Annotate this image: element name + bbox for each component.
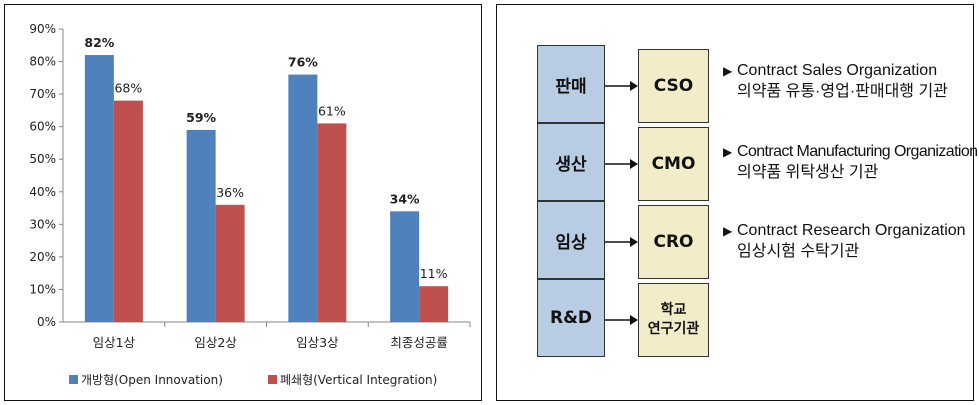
bar — [84, 55, 114, 323]
bar-chart: 0% 10% 20% 30% 40% 50% 60% 70% 80% 90% 82% 68% 임상1상 5… — [29, 22, 471, 387]
stage-box-production: 생산 — [537, 123, 605, 201]
org-label-academia-line1: 학교 — [660, 302, 687, 319]
arrow-icon — [605, 159, 638, 169]
stage-label-rnd: R&D — [549, 308, 593, 328]
desc-cso: ▶ Contract Sales Organization 의약품 유통·영업·판… — [723, 61, 968, 103]
triangle-right-icon: ▶ — [723, 145, 733, 159]
data-label: 76% — [288, 55, 318, 70]
y-tick-label: 90% — [29, 22, 56, 36]
y-tick-label: 30% — [29, 217, 56, 231]
y-tick-label: 50% — [29, 152, 56, 166]
stage-label-production: 생산 — [555, 154, 587, 175]
triangle-right-icon: ▶ — [723, 224, 733, 238]
y-tick-label: 70% — [29, 87, 56, 101]
arrow-icon — [605, 81, 638, 91]
org-box-cro: CRO — [638, 205, 709, 279]
desc-sub-cso: 의약품 유통·영업·판매대행 기관 — [737, 82, 948, 100]
org-box-cso: CSO — [638, 49, 709, 123]
org-label-academia-line2: 연구기관 — [647, 321, 700, 337]
triangle-right-icon: ▶ — [723, 64, 733, 78]
stage-box-clinical: 임상 — [537, 201, 605, 279]
desc-title-cmo: Contract Manufacturing Organization — [737, 143, 978, 160]
data-label: 82% — [84, 35, 114, 50]
arrow-icon — [605, 237, 638, 247]
stage-box-sales: 판매 — [537, 45, 605, 123]
data-label: 11% — [420, 266, 448, 281]
org-label-cmo: CMO — [651, 154, 696, 174]
stage-label-clinical: 임상 — [555, 232, 587, 253]
bar — [113, 100, 143, 322]
desc-title-cro: Contract Research Organization — [737, 222, 966, 239]
org-label-cro: CRO — [653, 232, 694, 252]
legend-swatch — [69, 375, 78, 384]
legend-swatch — [268, 375, 277, 384]
legend-label: 개방형(Open Innovation) — [81, 373, 223, 387]
y-tick-label: 80% — [29, 55, 56, 69]
bar — [317, 123, 347, 323]
desc-cro: ▶ Contract Research Organization 임상시험 수탁기… — [723, 221, 968, 263]
desc-cmo: ▶ Contract Manufacturing Organization 의약품… — [723, 142, 978, 184]
y-tick-label: 40% — [29, 185, 56, 199]
legend-label: 폐쇄형(Vertical Integration) — [280, 373, 437, 387]
desc-sub-cro: 임상시험 수탁기관 — [737, 242, 860, 260]
y-tick-label: 0% — [37, 315, 56, 329]
category-label: 임상2상 — [194, 335, 237, 350]
bar — [288, 74, 318, 322]
data-label: 59% — [186, 110, 216, 125]
desc-sub-cmo: 의약품 위탁생산 기관 — [737, 163, 879, 181]
category-label: 임상1상 — [93, 335, 136, 350]
y-tick-label: 20% — [29, 250, 56, 264]
outsourcing-diagram-panel: 판매 CSO ▶ Contract Sales Organization 의약품 … — [496, 4, 978, 401]
desc-title-cso: Contract Sales Organization — [737, 62, 938, 79]
bar — [390, 211, 420, 322]
bar — [419, 286, 449, 322]
org-box-academia: 학교 연구기관 — [638, 283, 709, 357]
stage-label-sales: 판매 — [555, 76, 587, 97]
y-tick-label: 10% — [29, 282, 56, 296]
arrow-icon — [605, 315, 638, 325]
category-label: 임상3상 — [296, 335, 339, 350]
stage-box-rnd: R&D — [537, 279, 605, 357]
data-label: 61% — [318, 103, 346, 118]
org-box-cmo: CMO — [638, 127, 709, 201]
data-label: 36% — [216, 185, 244, 200]
bar-chart-panel: 0% 10% 20% 30% 40% 50% 60% 70% 80% 90% 82% 68% 임상1상 5… — [4, 4, 482, 401]
data-label: 68% — [114, 81, 142, 96]
bar — [186, 129, 216, 322]
category-label: 최종성공률 — [390, 335, 448, 350]
org-label-cso: CSO — [653, 76, 694, 96]
data-label: 34% — [390, 191, 420, 206]
y-tick-label: 60% — [29, 120, 56, 134]
bar — [215, 204, 245, 322]
